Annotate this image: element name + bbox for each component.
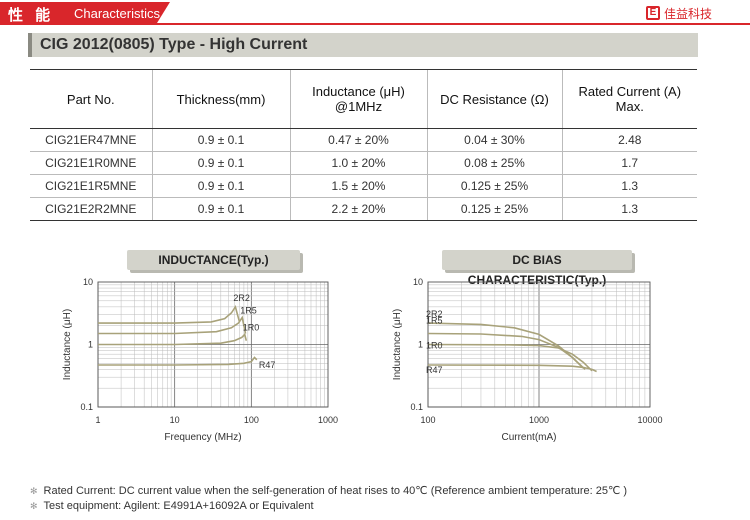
series-label-1r5: 1R5 — [240, 306, 257, 316]
cell-inductance: 0.47 ± 20% — [289, 128, 427, 152]
col-header-thickness: Thickness(mm) — [151, 69, 290, 129]
brand: E 佳益科技 — [645, 5, 712, 21]
x-axis-label: Frequency (MHz) — [164, 432, 241, 443]
chart-title-inductance: INDUCTANCE(Typ.) — [127, 250, 300, 270]
col-header-dc-resistance: DC Resistance (Ω) — [426, 69, 562, 129]
cell-thickness: 0.9 ± 0.1 — [151, 151, 290, 175]
note-bullet-icon: ✻ — [30, 486, 38, 496]
x-tick-label: 1000 — [318, 415, 338, 425]
col-header-part-no: Part No. — [30, 69, 152, 129]
series-line-1r5 — [427, 332, 586, 370]
footnote-rated-current: ✻ Rated Current: DC current value when th… — [30, 485, 628, 497]
x-tick-label: 100 — [244, 415, 259, 425]
col-header-rated-current: Rated Current (A) Max. — [561, 69, 697, 129]
y-tick-label: 0.1 — [410, 402, 423, 412]
chart-title-dc-bias: DC BIAS CHARACTERISTIC(Typ.) — [442, 250, 632, 287]
x-tick-label: 10000 — [637, 415, 662, 425]
section-title: CIG 2012(0805) Type - High Current — [40, 36, 308, 53]
table-header-row: Part No. Thickness(mm) Inductance (μH) @1… — [30, 69, 697, 129]
header-title-en: Characteristics — [74, 6, 160, 21]
spec-table: Part No. Thickness(mm) Inductance (μH) @1… — [30, 69, 697, 221]
cell-dc-resistance: 0.125 ± 25% — [426, 197, 562, 221]
series-label-1r0: 1R0 — [426, 341, 443, 351]
brand-logo-icon: E — [645, 6, 660, 20]
series-line-r47 — [427, 364, 597, 373]
header-title-cn: 性 能 — [8, 7, 55, 24]
series-label-r47: R47 — [259, 360, 276, 370]
x-tick-label: 10 — [170, 415, 180, 425]
y-tick-label: 1 — [88, 340, 93, 350]
cell-thickness: 0.9 ± 0.1 — [151, 128, 290, 152]
section-accent — [28, 33, 32, 57]
series-label-1r0: 1R0 — [243, 322, 260, 332]
table-row: CIG21ER47MNE 0.9 ± 0.1 0.47 ± 20% 0.04 ±… — [30, 128, 697, 152]
cell-part-no: CIG21E1R0MNE — [30, 151, 152, 175]
footnotes: ✻ Rated Current: DC current value when th… — [30, 484, 627, 514]
series-label-2r2: 2R2 — [233, 293, 250, 303]
cell-rated-current: 1.3 — [561, 174, 697, 198]
x-tick-label: 100 — [420, 415, 435, 425]
cell-rated-current: 1.7 — [561, 151, 697, 175]
brand-name: 佳益科技 — [663, 6, 712, 21]
series-label-2r2: 2R2 — [426, 309, 443, 319]
cell-thickness: 0.9 ± 0.1 — [151, 174, 290, 198]
cell-part-no: CIG21ER47MNE — [30, 128, 152, 152]
table-row: CIG21E1R0MNE 0.9 ± 0.1 1.0 ± 20% 0.08 ± … — [30, 151, 697, 175]
table-row: CIG21E2R2MNE 0.9 ± 0.1 2.2 ± 20% 0.125 ±… — [30, 197, 697, 221]
y-tick-label: 10 — [83, 277, 93, 287]
col-header-inductance: Inductance (μH) @1MHz — [289, 69, 427, 129]
cell-rated-current: 2.48 — [561, 128, 697, 152]
cell-dc-resistance: 0.125 ± 25% — [426, 174, 562, 198]
series-line-1r0 — [427, 343, 593, 372]
cell-part-no: CIG21E2R2MNE — [30, 197, 152, 221]
section-title-bar: CIG 2012(0805) Type - High Current — [28, 33, 698, 57]
x-tick-label: 1 — [95, 415, 100, 425]
series-line-2r2 — [98, 304, 241, 324]
series-line-r47 — [98, 356, 258, 366]
series-label-r47: R47 — [426, 365, 443, 375]
cell-rated-current: 1.3 — [561, 197, 697, 221]
y-tick-label: 10 — [413, 277, 423, 287]
series-label-1r5: 1R5 — [426, 315, 443, 325]
cell-dc-resistance: 0.04 ± 30% — [426, 128, 562, 152]
cell-inductance: 1.0 ± 20% — [289, 151, 427, 175]
cell-thickness: 0.9 ± 0.1 — [151, 197, 290, 221]
x-axis-label: Current(mA) — [501, 432, 556, 443]
x-tick-label: 1000 — [529, 415, 549, 425]
header-red-tab — [0, 2, 170, 24]
header-rule — [0, 23, 750, 25]
series-line-1r5 — [98, 315, 247, 335]
footnote-test-equipment: ✻ Test equipment: Agilent: E4991A+16092A … — [30, 500, 314, 512]
table-row: CIG21E1R5MNE 0.9 ± 0.1 1.5 ± 20% 0.125 ±… — [30, 174, 697, 198]
note-bullet-icon: ✻ — [30, 501, 38, 511]
header-bar: 性 能 Characteristics — [0, 0, 750, 28]
y-tick-label: 1 — [418, 340, 423, 350]
cell-dc-resistance: 0.08 ± 25% — [426, 151, 562, 175]
y-axis-label: Inductance (μH) — [392, 309, 403, 380]
cell-part-no: CIG21E1R5MNE — [30, 174, 152, 198]
cell-inductance: 1.5 ± 20% — [289, 174, 427, 198]
series-line-1r0 — [98, 332, 248, 346]
y-tick-label: 0.1 — [80, 402, 93, 412]
cell-inductance: 2.2 ± 20% — [289, 197, 427, 221]
y-axis-label: Inductance (μH) — [62, 309, 73, 380]
